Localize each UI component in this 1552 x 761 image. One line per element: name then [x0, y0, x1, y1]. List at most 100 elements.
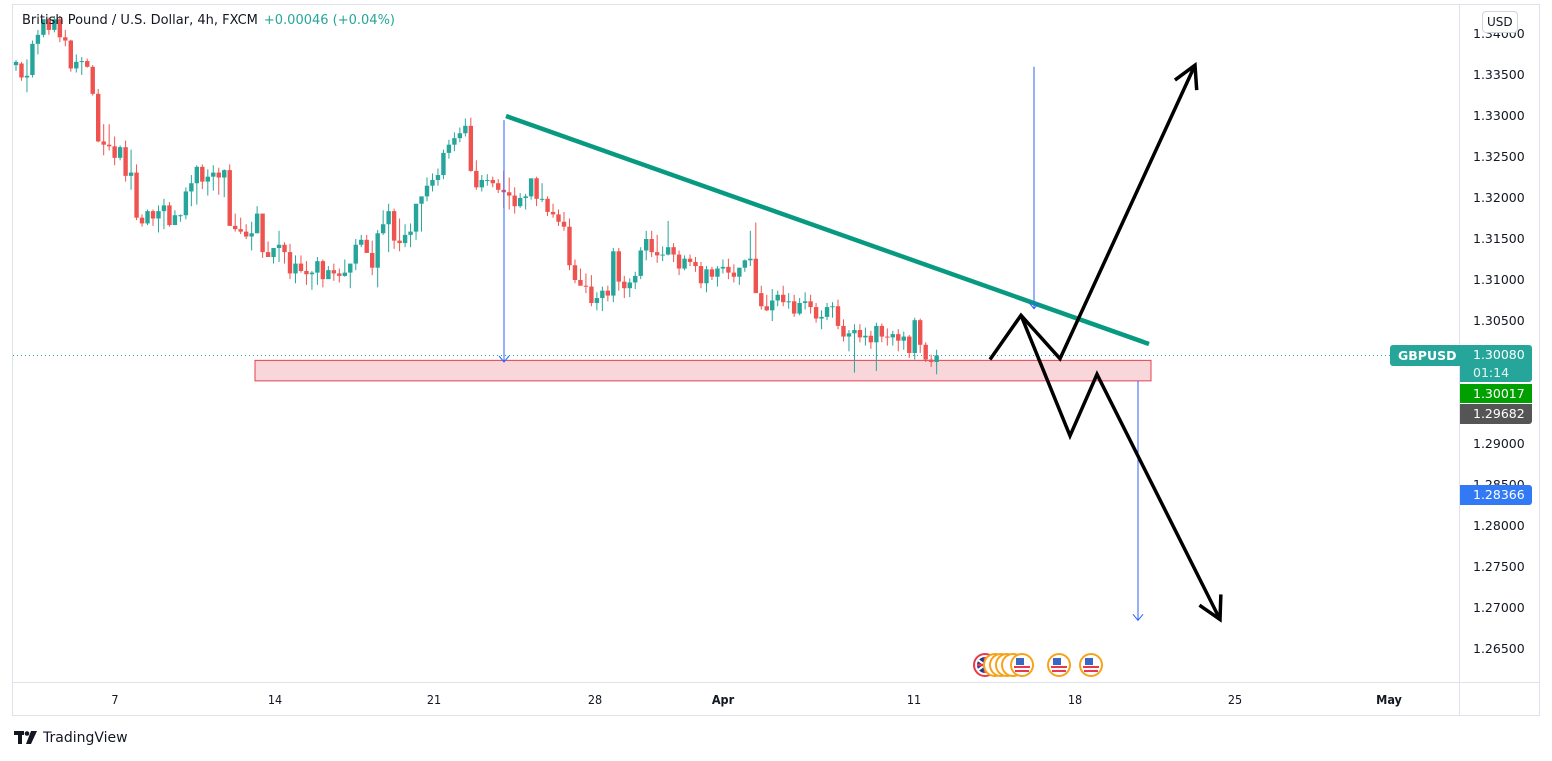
- candle-down: [337, 273, 342, 276]
- measure-arrow-1-head-icon: [498, 355, 510, 363]
- price-tick: 1.31500: [1473, 231, 1525, 246]
- bearish-projection-arrow: [1019, 314, 1222, 621]
- candle-up: [786, 301, 791, 303]
- time-tick: 25: [1227, 692, 1243, 707]
- price-tick: 1.32500: [1473, 149, 1525, 164]
- candle-down: [879, 325, 885, 337]
- candle-down: [139, 217, 145, 224]
- candle-down: [167, 205, 172, 226]
- candle-down: [112, 146, 117, 158]
- candle-up: [315, 261, 320, 273]
- candle-down: [572, 265, 578, 280]
- price-tick: 1.29000: [1473, 436, 1525, 451]
- candle-down: [753, 258, 758, 294]
- candle-up: [633, 275, 638, 283]
- candle-down: [731, 272, 737, 277]
- candle-down: [507, 192, 512, 196]
- price-tick: 1.33500: [1473, 67, 1525, 82]
- candle-down: [885, 336, 890, 338]
- candle-up: [353, 244, 358, 264]
- candle-up: [380, 224, 386, 234]
- price-tick: 1.27000: [1473, 600, 1525, 615]
- candle-up: [276, 244, 282, 249]
- time-axis[interactable]: [13, 682, 1459, 716]
- candle-up: [309, 272, 315, 275]
- candle-down: [304, 270, 309, 275]
- candle-up: [485, 179, 490, 181]
- candle-down: [687, 258, 693, 262]
- candle-down: [238, 229, 243, 232]
- candle-up: [24, 75, 30, 78]
- us-flag-icon: [1052, 670, 1066, 672]
- candle-down: [370, 252, 375, 268]
- candle-down: [556, 214, 561, 222]
- candle-down: [534, 178, 539, 199]
- candle-up: [775, 294, 780, 301]
- candle-up: [802, 301, 808, 303]
- candle-up: [419, 196, 424, 204]
- chart-pane[interactable]: [13, 5, 1459, 682]
- symbol-legend: British Pound / U.S. Dollar, 4h, FXCM +0.…: [22, 13, 395, 28]
- candle-up: [41, 19, 46, 35]
- candle-down: [605, 290, 611, 296]
- candle-up: [271, 248, 276, 258]
- price-change: +0.00046 (+0.04%): [263, 13, 395, 28]
- candle-down: [589, 286, 594, 303]
- candle-up: [665, 247, 671, 255]
- candle-down: [46, 19, 52, 30]
- candle-down: [391, 211, 397, 241]
- candle-down: [320, 261, 326, 280]
- price-axis[interactable]: [1459, 5, 1540, 682]
- candle-up: [452, 138, 457, 145]
- us-flag-icon: [1085, 658, 1093, 665]
- bid-price-label: 1.30017: [1460, 384, 1532, 403]
- candle-up: [435, 175, 441, 180]
- candle-up: [128, 172, 134, 176]
- candle-up: [79, 61, 84, 63]
- time-tick: Apr: [711, 692, 735, 707]
- candle-up: [74, 61, 79, 69]
- candle-down: [561, 221, 567, 227]
- candle-up: [359, 239, 364, 245]
- candle-up: [430, 179, 435, 186]
- candle-down: [928, 359, 934, 362]
- candle-down: [474, 170, 479, 188]
- candle-up: [326, 270, 331, 280]
- candle-down: [923, 344, 928, 360]
- candle-up: [222, 170, 227, 178]
- candle-down: [265, 252, 271, 258]
- footer[interactable]: TradingView: [14, 730, 128, 746]
- currency-button[interactable]: USD: [1482, 11, 1518, 33]
- candle-up: [797, 302, 802, 314]
- us-flag-icon: [1084, 670, 1098, 672]
- candle-down: [96, 93, 101, 142]
- candle-down: [583, 285, 589, 287]
- candle-up: [52, 19, 57, 30]
- bearish-projection-arrow-arrowhead-icon: [1198, 594, 1223, 623]
- bullish-projection-arrow: [988, 64, 1197, 362]
- candle-down: [808, 301, 813, 308]
- candle-down: [101, 141, 106, 145]
- candle-up: [342, 272, 347, 276]
- us-flag-icon: [1051, 666, 1067, 668]
- candle-down: [545, 198, 550, 212]
- candle-up: [770, 300, 775, 311]
- price-tick: 1.27500: [1473, 559, 1525, 574]
- candle-up: [156, 211, 161, 219]
- prev-close-label: 1.29682: [1460, 404, 1532, 424]
- candle-up: [682, 258, 687, 269]
- us-flag-icon: [1014, 666, 1030, 668]
- symbol-title: British Pound / U.S. Dollar, 4h, FXCM: [22, 13, 258, 28]
- candle-down: [287, 252, 293, 274]
- candle-down: [709, 269, 715, 277]
- bullish-projection-arrow-arrowhead-icon: [1173, 61, 1199, 91]
- candle-up: [539, 198, 545, 200]
- price-tick: 1.33000: [1473, 108, 1525, 123]
- candle-down: [764, 306, 769, 311]
- candle-down: [759, 293, 764, 307]
- candle-down: [106, 144, 112, 147]
- axis-corner: [1459, 682, 1540, 716]
- candle-down: [671, 247, 676, 255]
- time-tick: 28: [587, 692, 603, 707]
- candlestick-chart[interactable]: [13, 5, 1459, 682]
